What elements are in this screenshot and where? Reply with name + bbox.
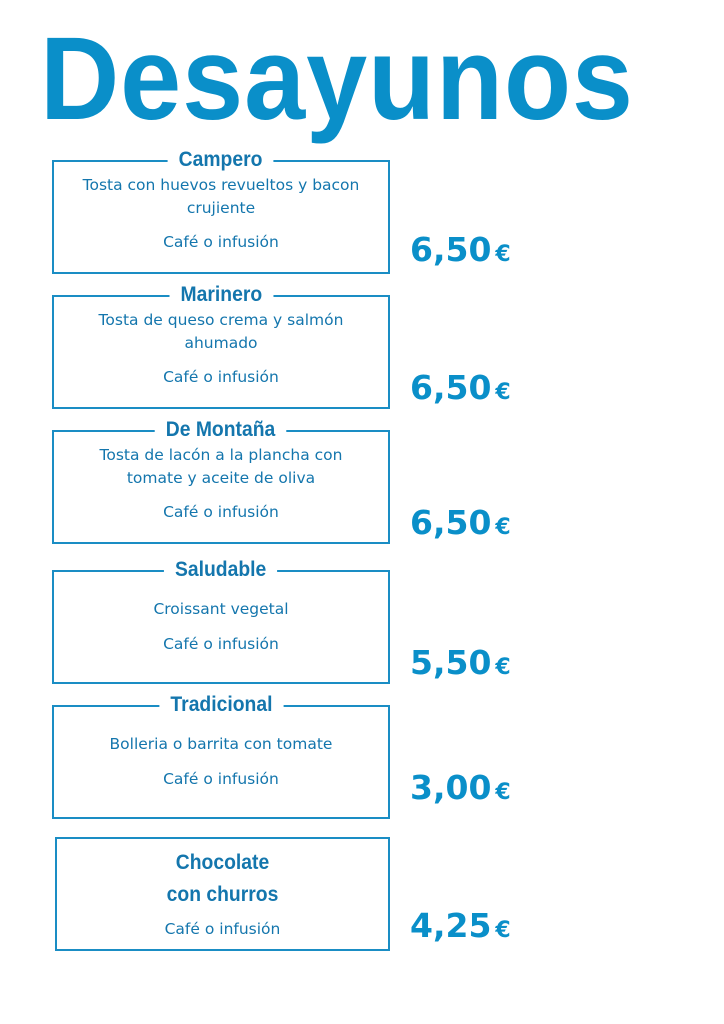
item-drink: Café o infusión	[163, 635, 279, 653]
item-price: 6,50 €	[410, 505, 511, 546]
item-description-line: Croissant vegetal	[153, 600, 289, 618]
item-name: Tradicional	[158, 693, 284, 717]
menu-item-saludable: Saludable Croissant vegetal Café o infus…	[52, 558, 390, 684]
item-name-line: Chocolate	[175, 851, 270, 874]
currency-symbol: €	[495, 655, 511, 680]
item-name: Chocolate con churros	[70, 847, 375, 911]
item-description: Tosta de queso crema y salmón ahumado	[62, 309, 380, 355]
item-drink: Café o infusión	[163, 233, 279, 251]
item-description-line: tomate y aceite de oliva	[126, 469, 316, 487]
item-name: Marinero	[169, 283, 273, 307]
item-drink: Café o infusión	[163, 770, 279, 788]
item-description-line: crujiente	[186, 199, 256, 217]
item-description: Tosta de lacón a la plancha con tomate y…	[62, 444, 380, 490]
page-title: Desayunos	[40, 13, 634, 145]
item-price: 5,50 €	[410, 645, 511, 686]
price-value: 6,50	[410, 503, 492, 542]
item-name: Campero	[168, 148, 274, 172]
item-drink: Café o infusión	[164, 920, 281, 938]
item-price: 3,00 €	[410, 770, 511, 811]
item-price: 6,50 €	[410, 370, 511, 411]
item-description: Tosta con huevos revueltos y bacon cruji…	[62, 174, 380, 220]
item-name-line: con churros	[166, 883, 279, 906]
price-value: 3,00	[410, 768, 492, 807]
menu-item-chocolate-con-churros: Chocolate con churros Café o infusión	[55, 837, 390, 951]
currency-symbol: €	[495, 380, 511, 405]
price-value: 6,50	[410, 230, 492, 269]
item-drink: Café o infusión	[163, 368, 279, 386]
price-value: 4,25	[410, 906, 492, 945]
currency-symbol: €	[495, 242, 511, 267]
item-name: Saludable	[164, 558, 278, 582]
item-description-line: ahumado	[184, 334, 258, 352]
menu-item-de-montana: De Montaña Tosta de lacón a la plancha c…	[52, 418, 390, 544]
menu-item-campero: Campero Tosta con huevos revueltos y bac…	[52, 148, 390, 274]
price-value: 6,50	[410, 368, 492, 407]
item-description: Croissant vegetal	[62, 598, 380, 621]
item-name: De Montaña	[155, 418, 287, 442]
item-description-line: Tosta de lacón a la plancha con	[99, 446, 343, 464]
item-price: 6,50 €	[410, 232, 511, 273]
item-description: Bolleria o barrita con tomate	[62, 733, 380, 756]
item-description-line: Tosta de queso crema y salmón	[98, 311, 344, 329]
item-description-line: Tosta con huevos revueltos y bacon	[82, 176, 360, 194]
menu-item-marinero: Marinero Tosta de queso crema y salmón a…	[52, 283, 390, 409]
currency-symbol: €	[495, 918, 511, 943]
item-price: 4,25 €	[410, 908, 511, 949]
menu-item-tradicional: Tradicional Bolleria o barrita con tomat…	[52, 693, 390, 819]
currency-symbol: €	[495, 515, 511, 540]
price-value: 5,50	[410, 643, 492, 682]
item-description-line: Bolleria o barrita con tomate	[109, 735, 333, 753]
currency-symbol: €	[495, 780, 511, 805]
item-drink: Café o infusión	[163, 503, 279, 521]
